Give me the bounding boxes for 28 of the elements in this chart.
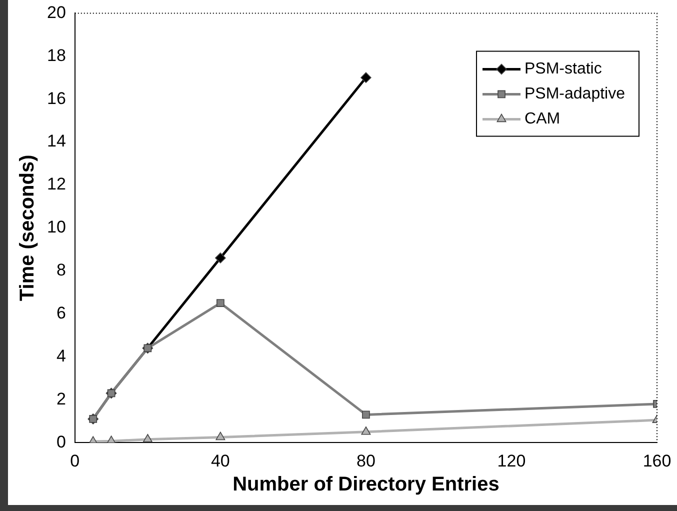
point (361, 426, 371, 435)
legend-label: PSM-adaptive (524, 86, 626, 103)
point (216, 299, 224, 307)
point (142, 434, 152, 442)
y-tick-label: 2 (56, 389, 66, 408)
point (362, 410, 370, 419)
point (216, 432, 226, 440)
y-tick-label: 20 (46, 2, 66, 22)
y-tick-label: 16 (46, 88, 66, 108)
legend-label: PSM-static (524, 60, 602, 78)
y-tick-label: 14 (46, 132, 66, 151)
y-tick-label: 18 (46, 46, 66, 65)
y-tick-label: 12 (46, 174, 66, 194)
x-tick-label: 40 (210, 451, 230, 470)
y-tick-label: 8 (56, 260, 66, 280)
y-tick-label: 10 (46, 218, 66, 237)
x-axis-title: Number of Directory Entries (232, 474, 500, 496)
x-tick-label: 120 (497, 451, 526, 470)
legend-label: CAM (524, 110, 560, 128)
y-tick-label: 4 (56, 346, 66, 366)
y-tick-label: 0 (56, 432, 66, 452)
x-tick-label: 0 (70, 451, 80, 470)
x-tick-label: 80 (356, 451, 376, 470)
point (360, 72, 372, 84)
y-axis-title: Time (seconds) (16, 154, 39, 302)
x-tick-label: 160 (642, 451, 672, 470)
point (215, 252, 226, 264)
y-tick-label: 6 (56, 303, 66, 322)
